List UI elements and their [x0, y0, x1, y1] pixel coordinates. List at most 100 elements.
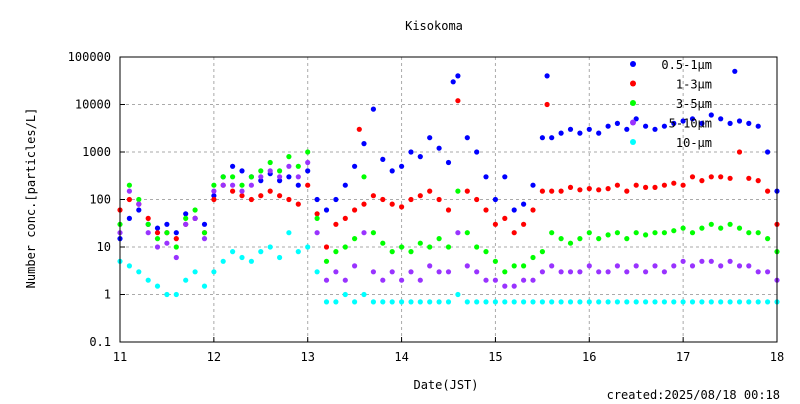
- data-point: [727, 120, 733, 126]
- axis-ticks: 11 12 13 14 15 16 17 18 100000 10000 1000 100 10 1 0.1: [68, 50, 785, 364]
- data-point: [586, 126, 592, 132]
- data-point: [389, 249, 395, 255]
- data-point: [183, 277, 189, 283]
- data-point: [521, 299, 527, 305]
- grid-lines: [120, 57, 777, 342]
- data-point: [230, 182, 236, 188]
- data-point: [577, 299, 583, 305]
- data-point: [718, 116, 724, 122]
- data-point: [614, 230, 621, 236]
- data-point: [708, 258, 714, 264]
- data-point: [464, 263, 470, 269]
- data-point: [765, 269, 771, 275]
- data-point: [502, 174, 508, 180]
- data-point: [389, 299, 395, 305]
- data-point: [765, 188, 771, 194]
- data-point: [183, 221, 189, 227]
- data-point: [661, 230, 668, 236]
- x-tick-label: 17: [676, 350, 690, 364]
- data-point: [708, 174, 714, 180]
- data-point: [746, 230, 752, 236]
- data-point: [549, 230, 555, 236]
- data-point: [680, 225, 686, 231]
- data-point: [699, 299, 705, 305]
- data-point: [295, 201, 301, 207]
- series-1: [117, 68, 780, 242]
- data-point: [544, 101, 550, 108]
- y-tick-label: 100000: [68, 50, 111, 64]
- data-point: [521, 221, 527, 227]
- data-point: [671, 299, 677, 305]
- data-point: [755, 230, 761, 236]
- data-point: [605, 232, 611, 238]
- data-point: [126, 263, 132, 269]
- data-point: [239, 193, 245, 199]
- data-point: [464, 299, 470, 305]
- data-point: [230, 163, 236, 169]
- data-point: [126, 182, 132, 188]
- data-point: [211, 269, 217, 275]
- data-point: [427, 263, 433, 269]
- data-point: [211, 182, 217, 188]
- data-point: [248, 174, 254, 180]
- data-point: [539, 135, 546, 141]
- data-point: [474, 269, 480, 275]
- data-point: [305, 182, 311, 188]
- data-point: [399, 163, 405, 169]
- data-point: [389, 168, 395, 174]
- legend-marker: [630, 100, 636, 106]
- data-point: [727, 299, 733, 305]
- data-point: [220, 258, 226, 264]
- data-point: [305, 244, 311, 250]
- data-point: [126, 188, 132, 194]
- data-point: [211, 196, 217, 203]
- data-point: [314, 230, 320, 236]
- data-point: [718, 299, 724, 305]
- data-point: [727, 258, 733, 264]
- data-point: [652, 126, 658, 132]
- data-point: [558, 269, 564, 275]
- data-point: [356, 126, 362, 132]
- data-point: [408, 249, 414, 255]
- data-point: [727, 221, 733, 227]
- data-point: [239, 182, 245, 188]
- data-point: [436, 145, 442, 151]
- data-point: [746, 299, 752, 305]
- data-point: [164, 221, 170, 227]
- data-point: [624, 269, 630, 275]
- data-point: [492, 299, 498, 305]
- data-point: [755, 123, 761, 129]
- data-point: [136, 207, 142, 213]
- data-point: [417, 240, 423, 246]
- data-point: [417, 193, 423, 199]
- data-point: [286, 174, 292, 180]
- data-point: [483, 277, 489, 283]
- data-point: [211, 193, 217, 199]
- data-point: [521, 277, 527, 283]
- data-point: [183, 211, 189, 217]
- data-point: [483, 174, 489, 180]
- data-point: [511, 299, 517, 305]
- data-point: [164, 230, 170, 236]
- data-point: [333, 196, 339, 203]
- data-point: [689, 116, 696, 122]
- data-point: [530, 254, 536, 261]
- data-point: [145, 277, 151, 283]
- data-point: [314, 196, 320, 203]
- data-point: [239, 188, 245, 194]
- data-point: [361, 291, 367, 298]
- data-point: [699, 178, 705, 184]
- data-point: [427, 188, 433, 194]
- data-point: [549, 263, 555, 269]
- data-point: [201, 230, 208, 236]
- series-4: [117, 159, 780, 289]
- data-point: [305, 168, 311, 174]
- data-point: [342, 291, 348, 298]
- data-point: [220, 182, 226, 188]
- data-point: [333, 221, 339, 227]
- data-point: [680, 118, 686, 124]
- data-point: [417, 154, 423, 160]
- data-point: [633, 230, 639, 236]
- data-point: [530, 182, 536, 188]
